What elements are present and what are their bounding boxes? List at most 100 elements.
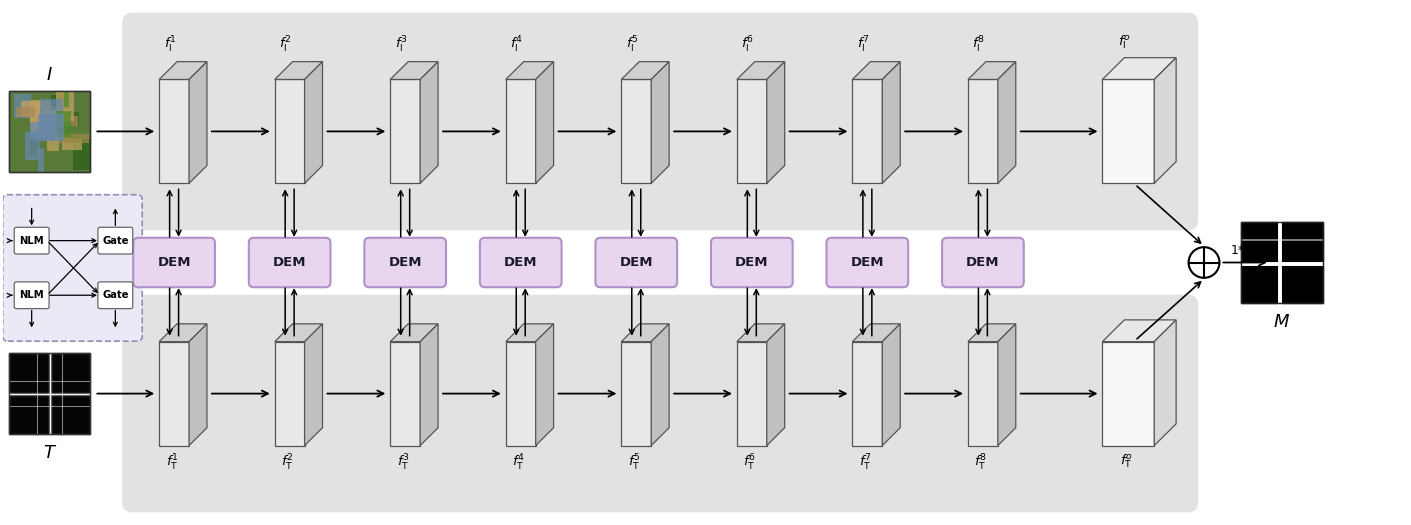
Bar	[56, 91, 75, 121]
Text: $T$: $T$	[42, 444, 56, 462]
Polygon shape	[766, 324, 785, 446]
Bar	[44, 110, 71, 125]
Bar	[65, 91, 69, 107]
Polygon shape	[621, 79, 652, 183]
Text: $f_{\mathsf{I}}^{7}$: $f_{\mathsf{I}}^{7}$	[856, 35, 869, 55]
Polygon shape	[159, 79, 189, 183]
Polygon shape	[305, 61, 323, 183]
FancyBboxPatch shape	[133, 238, 214, 287]
FancyBboxPatch shape	[827, 238, 909, 287]
Bar	[73, 139, 90, 170]
Polygon shape	[737, 342, 766, 446]
Text: $f_{\mathsf{T}}^{6}$: $f_{\mathsf{T}}^{6}$	[744, 453, 756, 472]
Text: DEM: DEM	[272, 256, 306, 269]
Polygon shape	[621, 342, 652, 446]
Polygon shape	[536, 61, 553, 183]
Polygon shape	[1154, 58, 1177, 183]
Polygon shape	[737, 61, 785, 79]
Polygon shape	[652, 324, 669, 446]
FancyBboxPatch shape	[711, 238, 793, 287]
Polygon shape	[737, 79, 766, 183]
Bar	[25, 132, 41, 160]
Text: $f_{\mathsf{T}}^{7}$: $f_{\mathsf{T}}^{7}$	[859, 453, 872, 472]
Polygon shape	[852, 324, 900, 342]
Polygon shape	[420, 324, 437, 446]
Bar	[51, 94, 65, 107]
Polygon shape	[159, 342, 189, 446]
FancyBboxPatch shape	[14, 227, 49, 254]
Text: $f_{\mathsf{T}}^{2}$: $f_{\mathsf{T}}^{2}$	[281, 453, 293, 472]
Bar	[30, 100, 41, 131]
Text: $f_{\mathsf{I}}^{1}$: $f_{\mathsf{I}}^{1}$	[164, 35, 176, 55]
Text: $f_{\mathsf{I}}^{2}$: $f_{\mathsf{I}}^{2}$	[279, 35, 292, 55]
FancyBboxPatch shape	[97, 227, 133, 254]
Polygon shape	[652, 61, 669, 183]
Polygon shape	[391, 324, 437, 342]
FancyBboxPatch shape	[480, 238, 562, 287]
Polygon shape	[275, 342, 305, 446]
Polygon shape	[968, 61, 1016, 79]
Polygon shape	[391, 342, 420, 446]
Polygon shape	[852, 79, 882, 183]
Bar	[55, 112, 79, 125]
Polygon shape	[1102, 79, 1154, 183]
Polygon shape	[621, 61, 669, 79]
Polygon shape	[968, 342, 998, 446]
Polygon shape	[737, 324, 785, 342]
Text: $f_{\mathsf{I}}^{5}$: $f_{\mathsf{I}}^{5}$	[626, 35, 639, 55]
Polygon shape	[159, 61, 207, 79]
Bar	[8, 353, 90, 434]
Polygon shape	[505, 342, 536, 446]
Text: DEM: DEM	[158, 256, 190, 269]
Polygon shape	[505, 324, 553, 342]
Text: $f_{\mathsf{T}}^{8}$: $f_{\mathsf{T}}^{8}$	[975, 453, 988, 472]
Bar	[8, 91, 90, 172]
Text: DEM: DEM	[735, 256, 769, 269]
FancyBboxPatch shape	[97, 282, 133, 309]
Bar	[38, 148, 44, 172]
FancyBboxPatch shape	[364, 238, 446, 287]
Polygon shape	[1154, 320, 1177, 446]
Polygon shape	[189, 61, 207, 183]
Polygon shape	[852, 61, 900, 79]
Polygon shape	[1102, 342, 1154, 446]
Polygon shape	[505, 79, 536, 183]
Bar	[61, 116, 78, 126]
Polygon shape	[391, 79, 420, 183]
Bar	[59, 134, 89, 143]
FancyBboxPatch shape	[123, 13, 1198, 230]
Text: Gate: Gate	[102, 290, 128, 300]
Bar	[21, 101, 52, 118]
Bar	[40, 99, 62, 127]
FancyBboxPatch shape	[943, 238, 1024, 287]
Bar	[8, 91, 90, 172]
Polygon shape	[275, 324, 323, 342]
Bar	[17, 107, 35, 117]
Text: DEM: DEM	[619, 256, 653, 269]
Polygon shape	[968, 324, 1016, 342]
Text: DEM: DEM	[504, 256, 538, 269]
Polygon shape	[189, 324, 207, 446]
Bar	[30, 138, 37, 154]
Polygon shape	[621, 324, 669, 342]
Text: $f_{\mathsf{I}}^{6}$: $f_{\mathsf{I}}^{6}$	[741, 35, 755, 55]
Polygon shape	[882, 324, 900, 446]
Bar	[38, 114, 63, 141]
Text: $f_{\mathsf{I}}^{3}$: $f_{\mathsf{I}}^{3}$	[395, 35, 408, 55]
Polygon shape	[505, 61, 553, 79]
Polygon shape	[766, 61, 785, 183]
Text: $I$: $I$	[47, 66, 54, 84]
Text: $f_{\mathsf{I}}^{8}$: $f_{\mathsf{I}}^{8}$	[972, 35, 985, 55]
FancyBboxPatch shape	[14, 282, 49, 309]
Bar	[30, 114, 51, 137]
Polygon shape	[536, 324, 553, 446]
Bar	[30, 122, 55, 140]
Bar	[47, 120, 59, 151]
Text: $f_{\mathsf{T}}^{3}$: $f_{\mathsf{T}}^{3}$	[396, 453, 409, 472]
FancyBboxPatch shape	[595, 238, 677, 287]
Text: $f_{\mathsf{I}}^{o}$: $f_{\mathsf{I}}^{o}$	[1118, 33, 1130, 51]
Polygon shape	[391, 61, 437, 79]
Text: 1*1: 1*1	[1230, 244, 1253, 257]
Text: DEM: DEM	[851, 256, 885, 269]
Polygon shape	[420, 61, 437, 183]
